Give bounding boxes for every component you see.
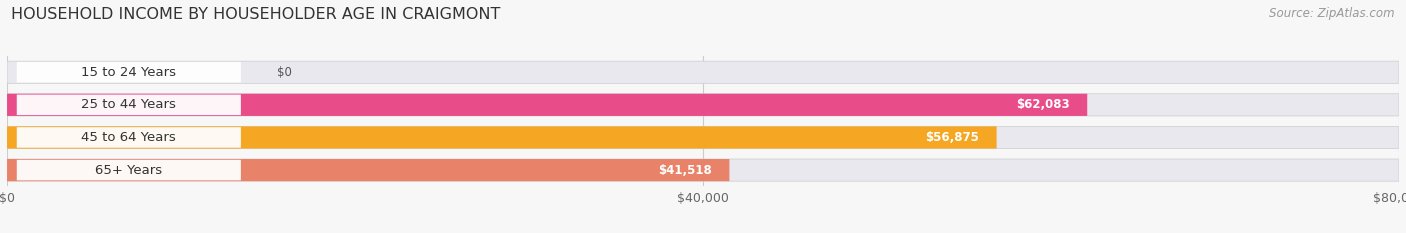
- Text: Source: ZipAtlas.com: Source: ZipAtlas.com: [1270, 7, 1395, 20]
- FancyBboxPatch shape: [7, 94, 1087, 116]
- Text: HOUSEHOLD INCOME BY HOUSEHOLDER AGE IN CRAIGMONT: HOUSEHOLD INCOME BY HOUSEHOLDER AGE IN C…: [11, 7, 501, 22]
- Text: 45 to 64 Years: 45 to 64 Years: [82, 131, 176, 144]
- Text: $41,518: $41,518: [658, 164, 711, 177]
- Text: $56,875: $56,875: [925, 131, 979, 144]
- FancyBboxPatch shape: [7, 126, 1399, 149]
- Text: $0: $0: [277, 66, 291, 79]
- FancyBboxPatch shape: [17, 127, 240, 148]
- FancyBboxPatch shape: [7, 126, 997, 149]
- Text: 25 to 44 Years: 25 to 44 Years: [82, 98, 176, 111]
- FancyBboxPatch shape: [17, 160, 240, 180]
- FancyBboxPatch shape: [7, 94, 1399, 116]
- FancyBboxPatch shape: [7, 159, 1399, 181]
- Text: 65+ Years: 65+ Years: [96, 164, 162, 177]
- Text: 15 to 24 Years: 15 to 24 Years: [82, 66, 176, 79]
- FancyBboxPatch shape: [17, 62, 240, 82]
- FancyBboxPatch shape: [17, 95, 240, 115]
- FancyBboxPatch shape: [7, 159, 730, 181]
- FancyBboxPatch shape: [7, 61, 1399, 83]
- Text: $62,083: $62,083: [1017, 98, 1070, 111]
